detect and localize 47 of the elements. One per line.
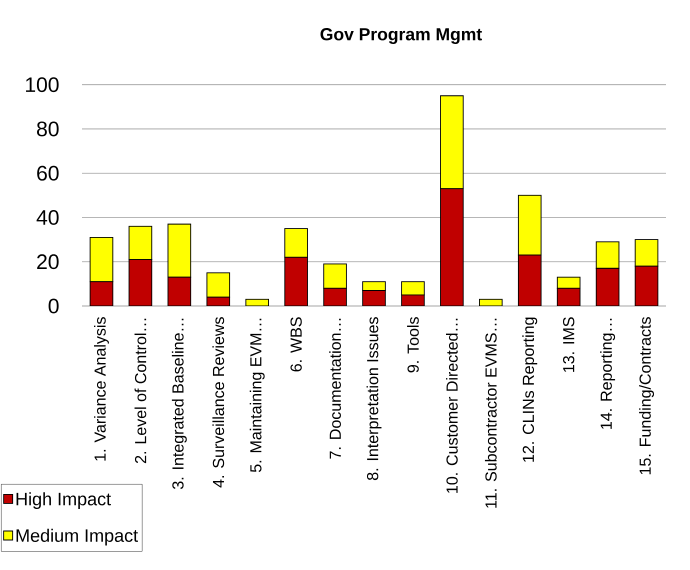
y-tick-label: 80 <box>37 122 59 136</box>
bar <box>323 264 347 289</box>
x-tick-label: 10. Customer Directed… <box>446 318 458 493</box>
bar <box>634 239 658 267</box>
bar <box>362 290 386 306</box>
bar <box>128 226 152 260</box>
bar <box>596 268 619 306</box>
x-tick-label: 9. Tools <box>407 317 419 372</box>
legend-label: Medium Impact <box>16 528 138 546</box>
bar <box>284 257 308 306</box>
bar <box>518 194 542 256</box>
y-tick-label: 60 <box>37 166 59 181</box>
bar <box>596 241 620 269</box>
x-tick-label: 1. Variance Analysis <box>94 317 109 461</box>
bar <box>284 228 308 258</box>
x-tick-label: 4. Surveillance Reviews <box>212 317 224 488</box>
y-tick-label: 0 <box>48 298 59 314</box>
bar <box>556 276 580 289</box>
y-tick-label: 40 <box>36 210 59 225</box>
x-tick-label: 6. WBS <box>290 317 302 372</box>
bar <box>518 255 542 306</box>
bar <box>90 282 113 306</box>
bar <box>324 288 346 306</box>
bar <box>401 281 425 296</box>
y-tick-label: 100 <box>26 77 59 92</box>
y-tick-label: 20 <box>37 254 59 270</box>
bar <box>129 260 152 306</box>
legend-label: High Impact <box>16 492 111 509</box>
x-tick-label: 2. Level of Control… <box>134 318 146 464</box>
x-tick-label: 14. Reporting… <box>600 318 616 429</box>
bar <box>168 224 192 278</box>
x-tick-label: 15. Funding/Contracts <box>639 317 654 474</box>
x-tick-label: 3. Integrated Baseline… <box>172 318 187 490</box>
bar <box>440 95 464 190</box>
x-tick-label: 7. Documentation… <box>329 318 341 459</box>
x-tick-label: 5. Maintaining EVM… <box>250 318 265 472</box>
bar <box>634 266 658 306</box>
chart-title: Gov Program Mgmt <box>320 28 482 44</box>
bar <box>557 288 580 306</box>
x-tick-label: 11. Subcontractor EVMS… <box>484 318 497 508</box>
x-tick-label: 8. Interpretation Issues <box>366 317 382 480</box>
x-tick-label: 12. CLINs Reporting <box>522 318 538 462</box>
bar <box>206 272 230 298</box>
bar <box>90 236 114 282</box>
x-tick-label: 13. IMS <box>563 317 574 372</box>
bar <box>440 188 464 306</box>
bar <box>168 277 191 306</box>
